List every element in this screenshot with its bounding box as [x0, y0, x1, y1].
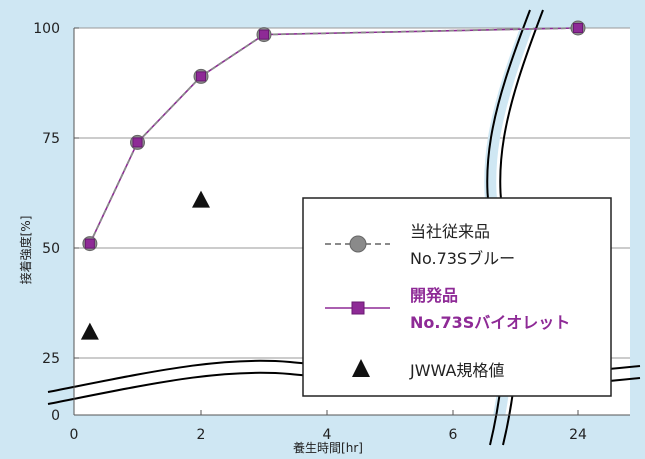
x-tick-label-24: 24 [569, 427, 587, 443]
y-tick-label-0: 0 [51, 408, 60, 424]
y-tick-label-100: 100 [33, 21, 60, 37]
x-axis-ticks: 0 2 4 6 24 [70, 410, 587, 443]
x-tick-label-6: 6 [449, 427, 458, 443]
point-developed-1 [132, 137, 143, 148]
x-axis-title: 養生時間[hr] [293, 440, 363, 455]
point-developed-4 [573, 23, 583, 33]
legend-swatch-marker-conventional [349, 235, 367, 253]
legend-label-developed-line2: No.73Sバイオレット [410, 313, 570, 332]
y-axis-ticks: 0 25 50 75 100 [33, 21, 79, 424]
x-tick-label-0: 0 [70, 427, 79, 443]
point-jwwa-1 [192, 190, 210, 208]
point-developed-0 [84, 238, 95, 249]
y-tick-label-75: 75 [42, 131, 60, 147]
legend-swatch-marker-jwwa [352, 359, 370, 377]
legend-box [302, 197, 612, 397]
point-developed-3 [259, 29, 269, 40]
legend-label-developed-line1: 開発品 [410, 286, 458, 305]
point-developed-2 [196, 71, 206, 82]
x-tick-label-2: 2 [197, 427, 206, 443]
y-tick-label-25: 25 [42, 351, 60, 367]
legend: 当社従来品 No.73Sブルー 開発品 No.73Sバイオレット JWWA規格値 [302, 197, 612, 397]
legend-swatch-marker-developed [351, 301, 365, 315]
y-axis-title: 接着強度[%] [18, 216, 33, 285]
legend-label-conventional-line2: No.73Sブルー [410, 249, 515, 268]
y-tick-label-50: 50 [42, 241, 60, 257]
x-tick-label-4: 4 [323, 427, 332, 443]
legend-label-jwwa: JWWA規格値 [409, 361, 504, 380]
series-layer [80, 20, 586, 340]
legend-label-conventional-line1: 当社従来品 [410, 222, 490, 241]
point-jwwa-0 [80, 322, 99, 340]
